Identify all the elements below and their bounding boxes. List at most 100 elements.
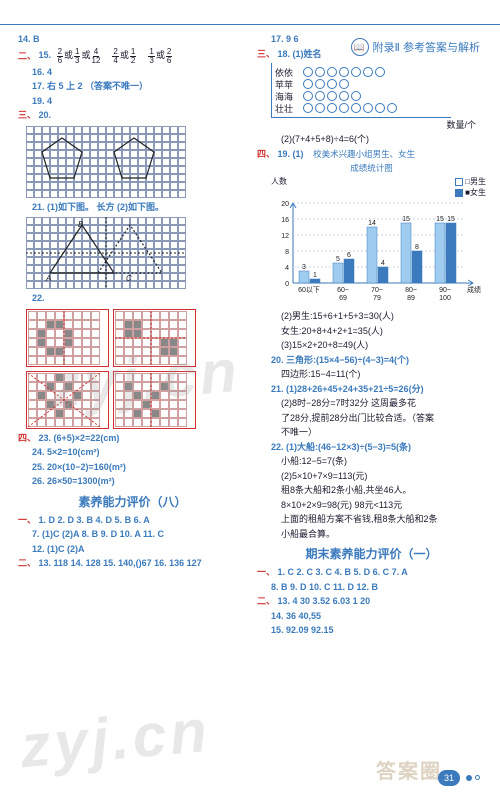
rowf5: 15. 92.09 92.15	[271, 625, 334, 635]
sec-3r: 三、	[257, 49, 275, 59]
r-18: 18. (1)姓名	[278, 49, 322, 59]
r-20: 20. 三角形:(15×4−56)÷(4−3)=4(个)	[271, 355, 409, 365]
svg-text:20: 20	[281, 201, 289, 208]
r-22e: 8×10+2×9=98(元) 98元<113元	[257, 499, 486, 513]
svg-text:成绩/分: 成绩/分	[467, 285, 481, 294]
ans-24: 24. 5×2=10(cm²)	[32, 447, 100, 457]
ans-19: 19. 4	[32, 96, 52, 106]
r-21d: 不唯一）	[257, 426, 486, 440]
r-22d: 租8条大船和2条小船,共坐46人。	[257, 484, 486, 498]
rowf3: 13. 4 30 3.52 6.03 1 20	[278, 596, 371, 606]
svg-text:5: 5	[336, 256, 340, 263]
svg-text:100: 100	[439, 295, 451, 302]
rowf4: 14. 36 40,55	[271, 611, 321, 621]
page-header: 📖 附录Ⅱ 参考答案与解析	[351, 38, 480, 56]
ans-14: 14. B	[18, 34, 40, 44]
svg-text:8: 8	[285, 249, 289, 256]
svg-text:15: 15	[436, 216, 444, 223]
legend-girl: ■女生	[455, 187, 486, 198]
r-19d: (3)15×2+20+8=49(人)	[257, 339, 486, 353]
svg-text:12: 12	[281, 233, 289, 240]
r-17: 17. 9 6	[271, 34, 299, 44]
svg-text:14: 14	[368, 220, 376, 227]
sec-2f: 二、	[257, 596, 275, 606]
ans-21: 21. (1)如下图。 长方 (2)如下图。	[32, 202, 164, 212]
ans-20: 20.	[39, 110, 52, 120]
triangle-grid: A B C	[26, 217, 247, 289]
pentagon-shapes	[26, 126, 186, 198]
row-4: 13. 118 14. 128 15. 140,()67 16. 136 127	[39, 558, 202, 568]
final-assessment-title: 期末素养能力评价（一）	[257, 545, 486, 562]
triangle-shapes: A B C	[26, 217, 186, 289]
section-4: 四、	[18, 433, 36, 443]
watermark-2: zyj.cn	[17, 696, 213, 781]
r-19b: (2)男生:15+6+1+5+3=30(人)	[257, 310, 486, 324]
bar-chart-svg: 2016128403160以下5660~6914470~7915880~8915…	[271, 198, 481, 308]
row-1: 1. D 2. D 3. B 4. D 5. B 6. A	[39, 515, 150, 525]
chart-title-1: 校美术兴趣小组男生、女生	[313, 149, 415, 159]
svg-text:15: 15	[447, 216, 455, 223]
r-22: 22. (1)大船:(46−12×3)÷(5−3)=5(条)	[271, 442, 411, 452]
row-2: 7. (1)C (2)A 8. B 9. D 10. A 11. C	[32, 529, 164, 539]
rowf2: 8. B 9. D 10. C 11. D 12. B	[271, 582, 378, 592]
ans-17: 17. 右 5 上 2 （答案不唯一）	[32, 81, 148, 91]
pentagon-grid	[26, 126, 247, 198]
chart-title-2: 成绩统计图	[257, 162, 486, 174]
svg-text:4: 4	[285, 265, 289, 272]
r-21: 21. (1)28+26+45+24+35+21÷5=26(分)	[271, 384, 424, 394]
svg-text:60~: 60~	[337, 287, 349, 294]
mini-grid-3	[26, 371, 109, 429]
mini-grid-4	[113, 371, 196, 429]
r-20b: 四边形:15−4=11(个)	[257, 368, 486, 382]
r-21c: 了28分,提前28分出门比较合适。（答案	[257, 412, 486, 426]
svg-text:1: 1	[313, 272, 317, 279]
r-22b: 小船:12−5=7(条)	[257, 455, 486, 469]
sec-1f: 一、	[257, 567, 275, 577]
mini-grid-2	[113, 309, 196, 367]
svg-text:60以下: 60以下	[298, 286, 320, 294]
sec-1b: 一、	[18, 515, 36, 525]
ans-15-body: 26或13或412 24或12 13或26	[56, 50, 174, 60]
legend-boy: □男生	[455, 176, 486, 187]
ans-16: 16. 4	[32, 67, 52, 77]
r-22g: 小船最合算。	[257, 528, 486, 542]
r-19c: 女生:20+8+4+2+1=35(人)	[257, 325, 486, 339]
bar-ylabel: 人数	[271, 176, 287, 187]
svg-text:3: 3	[302, 264, 306, 271]
rowf1: 1. C 2. C 3. C 4. B 5. D 6. C 7. A	[278, 567, 408, 577]
ans-15-num: 15.	[39, 50, 52, 60]
ans-25: 25. 20×(10−2)=160(m²)	[32, 462, 126, 472]
left-column: 14. B 二、 15. 26或13或412 24或12 13或26 16. 4…	[18, 33, 247, 639]
bar-chart: 人数 □男生 ■女生 20 16 12 8 4 0 31 60以下 56 60~69 14 4 70~7…	[271, 176, 486, 308]
sec-2b: 二、	[18, 558, 36, 568]
watermark-3: 答案圈	[376, 755, 442, 784]
ans-26: 26. 26×50=1300(m²)	[32, 476, 115, 486]
page-footer: 31	[438, 770, 480, 786]
mini-grid-1	[26, 309, 109, 367]
header-title-text: 附录Ⅱ 参考答案与解析	[373, 39, 480, 55]
svg-text:0: 0	[285, 281, 289, 288]
svg-text:15: 15	[402, 216, 410, 223]
svg-text:6: 6	[347, 252, 351, 259]
book-icon: 📖	[351, 38, 369, 56]
row-3: 12. (1)C (2)A	[32, 544, 85, 554]
assessment-8-title: 素养能力评价（八）	[18, 493, 247, 510]
r-18b: (2)(7+4+5+8)÷4=6(个)	[257, 133, 486, 147]
r-22f: 上面的租船方案不省钱,租8条大船和2条	[257, 513, 486, 527]
ans-22: 22.	[32, 293, 45, 303]
svg-text:8: 8	[415, 244, 419, 251]
r-19: 19. (1)	[278, 149, 304, 159]
svg-text:79: 79	[373, 295, 381, 302]
svg-text:70~: 70~	[371, 287, 383, 294]
svg-text:C: C	[126, 274, 132, 283]
svg-text:16: 16	[281, 217, 289, 224]
r-21b: (2)8时−28分=7时32分 这周最多花	[257, 397, 486, 411]
svg-text:69: 69	[339, 295, 347, 302]
page-dots	[466, 775, 480, 781]
ans-23: 23. (6+5)×2=22(cm)	[39, 433, 120, 443]
svg-text:4: 4	[381, 260, 385, 267]
name-chart: 依依苹苹海海壮壮 数量/个	[271, 63, 486, 131]
symmetry-grids	[26, 309, 196, 429]
page-number: 31	[438, 770, 460, 786]
svg-text:90~: 90~	[439, 287, 451, 294]
